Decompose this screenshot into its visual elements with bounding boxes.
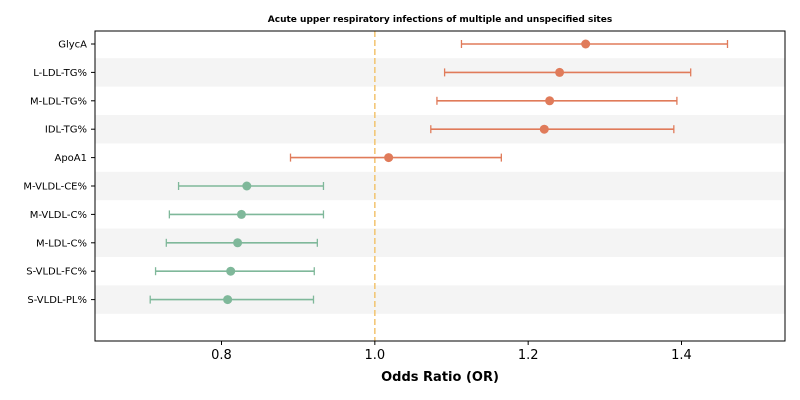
chart-title: Acute upper respiratory infections of mu… [268,15,612,25]
or-point [226,266,236,276]
error-bars [149,39,729,305]
ci-row [460,39,729,49]
y-tick-label: S-VLDL-PL% [27,295,87,306]
y-tick-label: GlycA [58,40,87,51]
ci-row [149,295,315,305]
ci-row [289,153,502,163]
or-point [233,238,243,248]
or-point [384,153,394,163]
x-tick-label: 1.0 [364,348,385,363]
y-tick-label: M-LDL-C% [36,238,87,249]
or-point [236,209,246,219]
x-tick-label: 0.8 [211,348,232,363]
or-point [545,96,555,106]
y-tick-label: L-LDL-TG% [33,68,87,79]
x-axis: 0.8 1.0 1.2 1.4 [211,341,692,363]
y-tick-label: M-VLDL-CE% [23,182,87,193]
y-tick-label: M-VLDL-C% [30,210,87,221]
ci-row [443,67,692,77]
y-tick-label: IDL-TG% [45,125,87,136]
or-point [242,181,252,191]
or-point [539,124,549,134]
or-point [223,295,233,305]
ci-row [165,238,318,248]
y-axis: GlycA L-LDL-TG% M-LDL-TG% IDL-TG% ApoA1 M-VLD… [23,40,95,306]
ci-row [177,181,325,191]
ci-row [168,209,325,219]
or-point [555,67,565,77]
ci-row [154,266,315,276]
y-tick-label: S-VLDL-FC% [26,267,87,278]
or-point [581,39,591,49]
ci-row [430,124,675,134]
y-tick-label: ApoA1 [54,153,87,164]
x-axis-label: Odds Ratio (OR) [381,370,499,385]
x-tick-label: 1.2 [518,348,539,363]
ci-row [436,96,678,106]
y-tick-label: M-LDL-TG% [30,96,87,107]
x-tick-label: 1.4 [671,348,692,363]
